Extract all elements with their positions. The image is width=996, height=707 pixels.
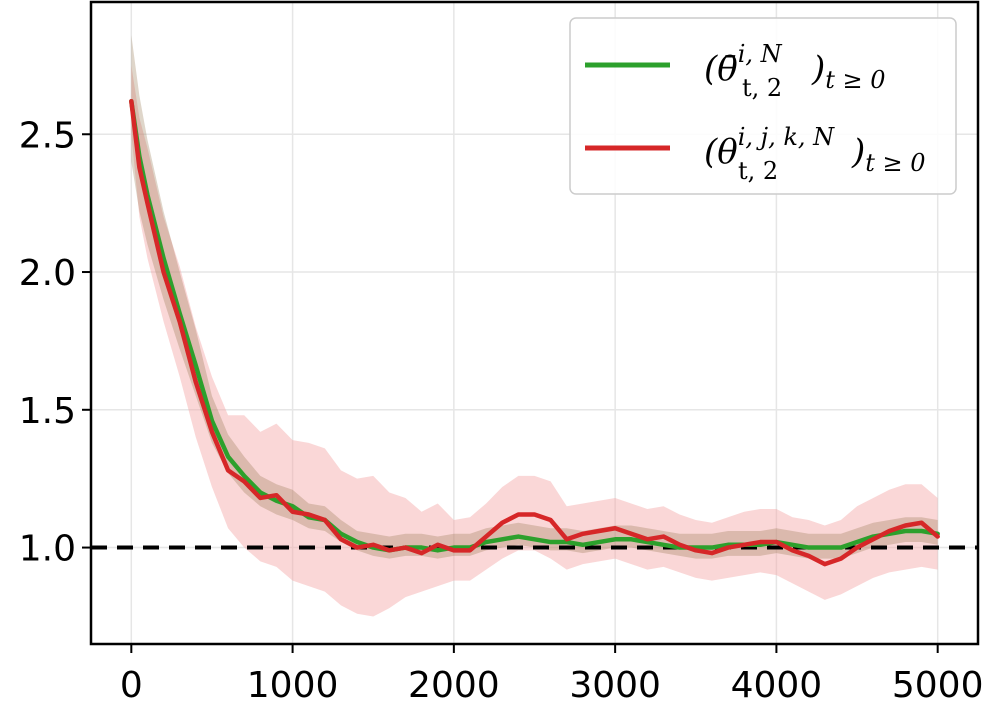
band-series-1 bbox=[131, 65, 938, 617]
y-tick-label-3: 2.5 bbox=[19, 115, 76, 156]
series-lines bbox=[129, 98, 940, 567]
y-tick-label-0: 1.0 bbox=[19, 529, 76, 570]
x-tick-label-1: 1000 bbox=[247, 665, 339, 706]
x-tick-label-0: 0 bbox=[120, 665, 143, 706]
x-tick-label-2: 2000 bbox=[408, 665, 500, 706]
line-series-0 bbox=[129, 98, 940, 553]
y-tick-label-1: 1.5 bbox=[19, 391, 76, 432]
plot-frame bbox=[89, 0, 980, 646]
line-series-1 bbox=[129, 98, 940, 567]
confidence-bands bbox=[131, 35, 938, 617]
y-tick-label-2: 2.0 bbox=[19, 253, 76, 294]
x-tick-label-5: 5000 bbox=[892, 665, 984, 706]
y-axis-ticks: 1.0 1.5 2.0 2.5 bbox=[19, 115, 91, 570]
x-tick-label-3: 3000 bbox=[569, 665, 661, 706]
x-axis-ticks: 0 1000 2000 3000 4000 5000 bbox=[120, 644, 984, 706]
x-tick-label-4: 4000 bbox=[731, 665, 823, 706]
